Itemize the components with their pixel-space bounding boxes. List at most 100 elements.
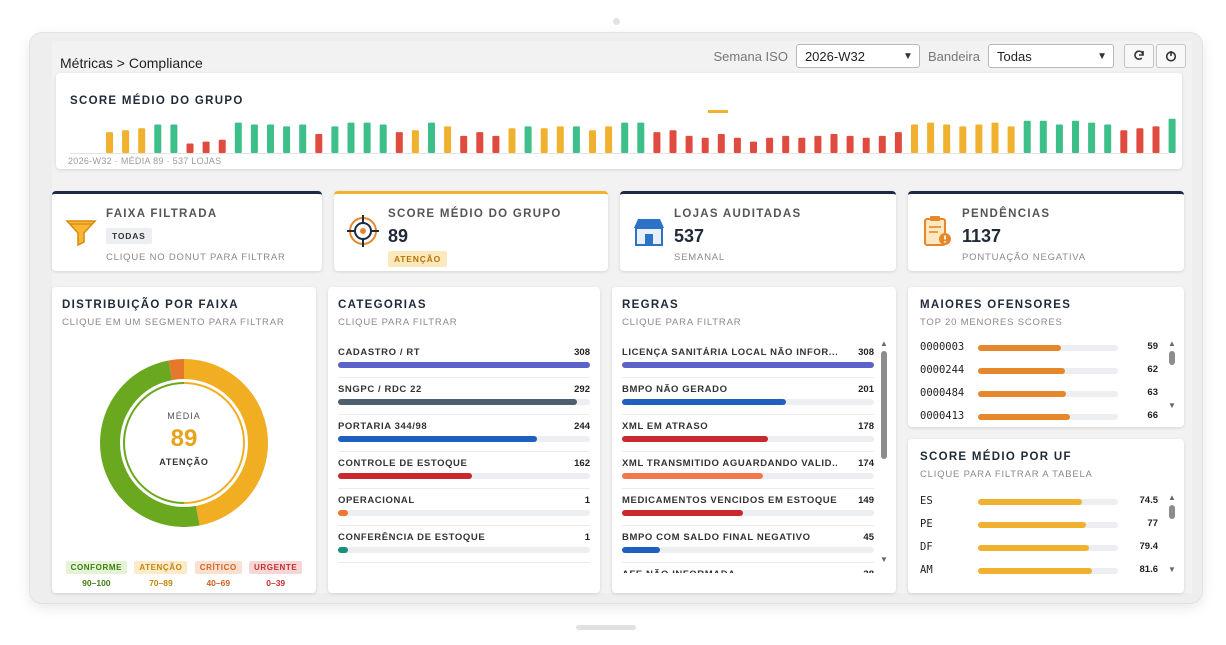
scroll-thumb[interactable]: [1169, 351, 1175, 365]
score-bar[interactable]: [379, 124, 387, 154]
score-bar[interactable]: [846, 135, 854, 153]
score-bar[interactable]: [766, 137, 774, 153]
scroll-down-icon[interactable]: ▼: [880, 555, 888, 564]
score-bar[interactable]: [927, 122, 935, 153]
bar-row[interactable]: CADASTRO / RT 308: [338, 341, 590, 378]
legend-item-critico[interactable]: CRÍTICO 40–69: [194, 557, 242, 588]
list-item[interactable]: PE 77: [920, 514, 1158, 537]
scroll-up-icon[interactable]: ▲: [1168, 339, 1176, 348]
score-bar[interactable]: [621, 122, 629, 153]
rules-scrollbar[interactable]: ▲ ▼: [880, 339, 888, 575]
score-bar[interactable]: [170, 124, 178, 154]
score-bar[interactable]: [1055, 124, 1063, 154]
score-bar[interactable]: [1104, 124, 1112, 154]
score-bar[interactable]: [1136, 128, 1144, 153]
bar-row[interactable]: CONFERÊNCIA DE ESTOQUE 1: [338, 526, 590, 563]
list-item[interactable]: 0000003 59: [920, 337, 1158, 360]
bar-row[interactable]: BMPO NÃO GERADO 201: [622, 378, 874, 415]
score-bar[interactable]: [685, 135, 693, 153]
scroll-down-icon[interactable]: ▼: [1168, 565, 1176, 574]
score-bar[interactable]: [653, 132, 661, 153]
scroll-down-icon[interactable]: ▼: [1168, 401, 1176, 410]
score-bar[interactable]: [508, 128, 516, 153]
week-select[interactable]: 2026-W32 ▼: [795, 44, 920, 68]
score-bar[interactable]: [782, 135, 790, 153]
bar-row[interactable]: AFE NÃO INFORMADA 38: [622, 563, 874, 573]
score-bar[interactable]: [637, 122, 645, 153]
scroll-up-icon[interactable]: ▲: [1168, 493, 1176, 502]
score-bar[interactable]: [250, 124, 258, 154]
list-item[interactable]: DF 79.4: [920, 537, 1158, 560]
score-bar[interactable]: [476, 132, 484, 153]
list-item[interactable]: ES 74.5: [920, 491, 1158, 514]
score-bar[interactable]: [975, 124, 983, 154]
score-bar[interactable]: [862, 137, 870, 153]
score-bar[interactable]: [138, 128, 146, 153]
score-bar[interactable]: [991, 122, 999, 153]
score-bar[interactable]: [154, 124, 162, 154]
donut-segment[interactable]: [100, 359, 268, 527]
score-bar[interactable]: [798, 137, 806, 153]
score-bar[interactable]: [444, 126, 452, 153]
donut-segment[interactable]: [100, 359, 268, 527]
score-bar[interactable]: [1039, 120, 1047, 153]
score-bar[interactable]: [572, 126, 580, 153]
score-bar[interactable]: [750, 141, 757, 153]
score-bar[interactable]: [1007, 126, 1015, 153]
bar-row[interactable]: PORTARIA 344/98 244: [338, 415, 590, 452]
bar-row[interactable]: LICENÇA SANITÁRIA LOCAL NÃO INFOR... 308: [622, 341, 874, 378]
score-bar[interactable]: [1072, 120, 1079, 153]
score-bar[interactable]: [267, 124, 274, 154]
list-item[interactable]: AM 81.6: [920, 560, 1158, 583]
score-bar[interactable]: [186, 143, 194, 154]
score-bar[interactable]: [299, 124, 307, 154]
score-bar[interactable]: [331, 126, 339, 153]
bar-row[interactable]: SNGPC / RDC 22 292: [338, 378, 590, 415]
score-bar[interactable]: [1120, 130, 1128, 153]
bar-row[interactable]: MEDICAMENTOS VENCIDOS EM ESTOQUE 149: [622, 489, 874, 526]
uf-scrollbar[interactable]: ▲ ▼: [1168, 493, 1176, 583]
score-bar[interactable]: [315, 134, 323, 153]
donut-chart[interactable]: [52, 343, 316, 543]
score-bar[interactable]: [218, 139, 226, 153]
score-bar[interactable]: [1023, 120, 1031, 153]
score-bar[interactable]: [363, 122, 371, 153]
list-item[interactable]: 0000484 63: [920, 383, 1158, 406]
list-item[interactable]: 0000413 66: [920, 406, 1158, 429]
score-bar[interactable]: [1152, 126, 1160, 153]
score-bar[interactable]: [540, 128, 548, 153]
refresh-button[interactable]: [1124, 44, 1154, 68]
score-bar[interactable]: [234, 122, 242, 153]
legend-item-urgente[interactable]: URGENTE 0–39: [249, 557, 303, 588]
list-item[interactable]: 0000244 62: [920, 360, 1158, 383]
score-bar[interactable]: [669, 130, 677, 153]
flag-select[interactable]: Todas ▼: [988, 44, 1114, 68]
score-bar[interactable]: [733, 137, 741, 153]
score-bar[interactable]: [395, 132, 403, 153]
score-bar[interactable]: [411, 130, 419, 153]
score-bar[interactable]: [283, 126, 291, 153]
legend-item-atencao[interactable]: ATENÇÃO 70–89: [134, 557, 188, 588]
score-bar[interactable]: [428, 122, 435, 153]
score-bar[interactable]: [894, 132, 902, 153]
bar-row[interactable]: XML TRANSMITIDO AGUARDANDO VALID... 174: [622, 452, 874, 489]
score-bar[interactable]: [1088, 122, 1096, 153]
offenders-scrollbar[interactable]: ▲ ▼: [1168, 339, 1176, 419]
score-bar[interactable]: [202, 141, 210, 153]
scroll-up-icon[interactable]: ▲: [880, 339, 888, 348]
score-bar[interactable]: [460, 135, 468, 153]
score-bar[interactable]: [106, 132, 113, 153]
bar-row[interactable]: BMPO COM SALDO FINAL NEGATIVO 45: [622, 526, 874, 563]
score-bar[interactable]: [1168, 118, 1176, 153]
score-bar[interactable]: [959, 126, 967, 153]
legend-item-conforme[interactable]: CONFORME 90–100: [65, 557, 128, 588]
scroll-thumb[interactable]: [1169, 505, 1175, 519]
score-bar[interactable]: [717, 134, 725, 153]
score-bar[interactable]: [524, 126, 532, 153]
score-bar[interactable]: [589, 130, 596, 153]
score-bar[interactable]: [943, 124, 951, 154]
power-button[interactable]: [1156, 44, 1186, 68]
bar-row[interactable]: OPERACIONAL 1: [338, 489, 590, 526]
scroll-thumb[interactable]: [881, 351, 887, 459]
score-bar[interactable]: [556, 126, 564, 153]
